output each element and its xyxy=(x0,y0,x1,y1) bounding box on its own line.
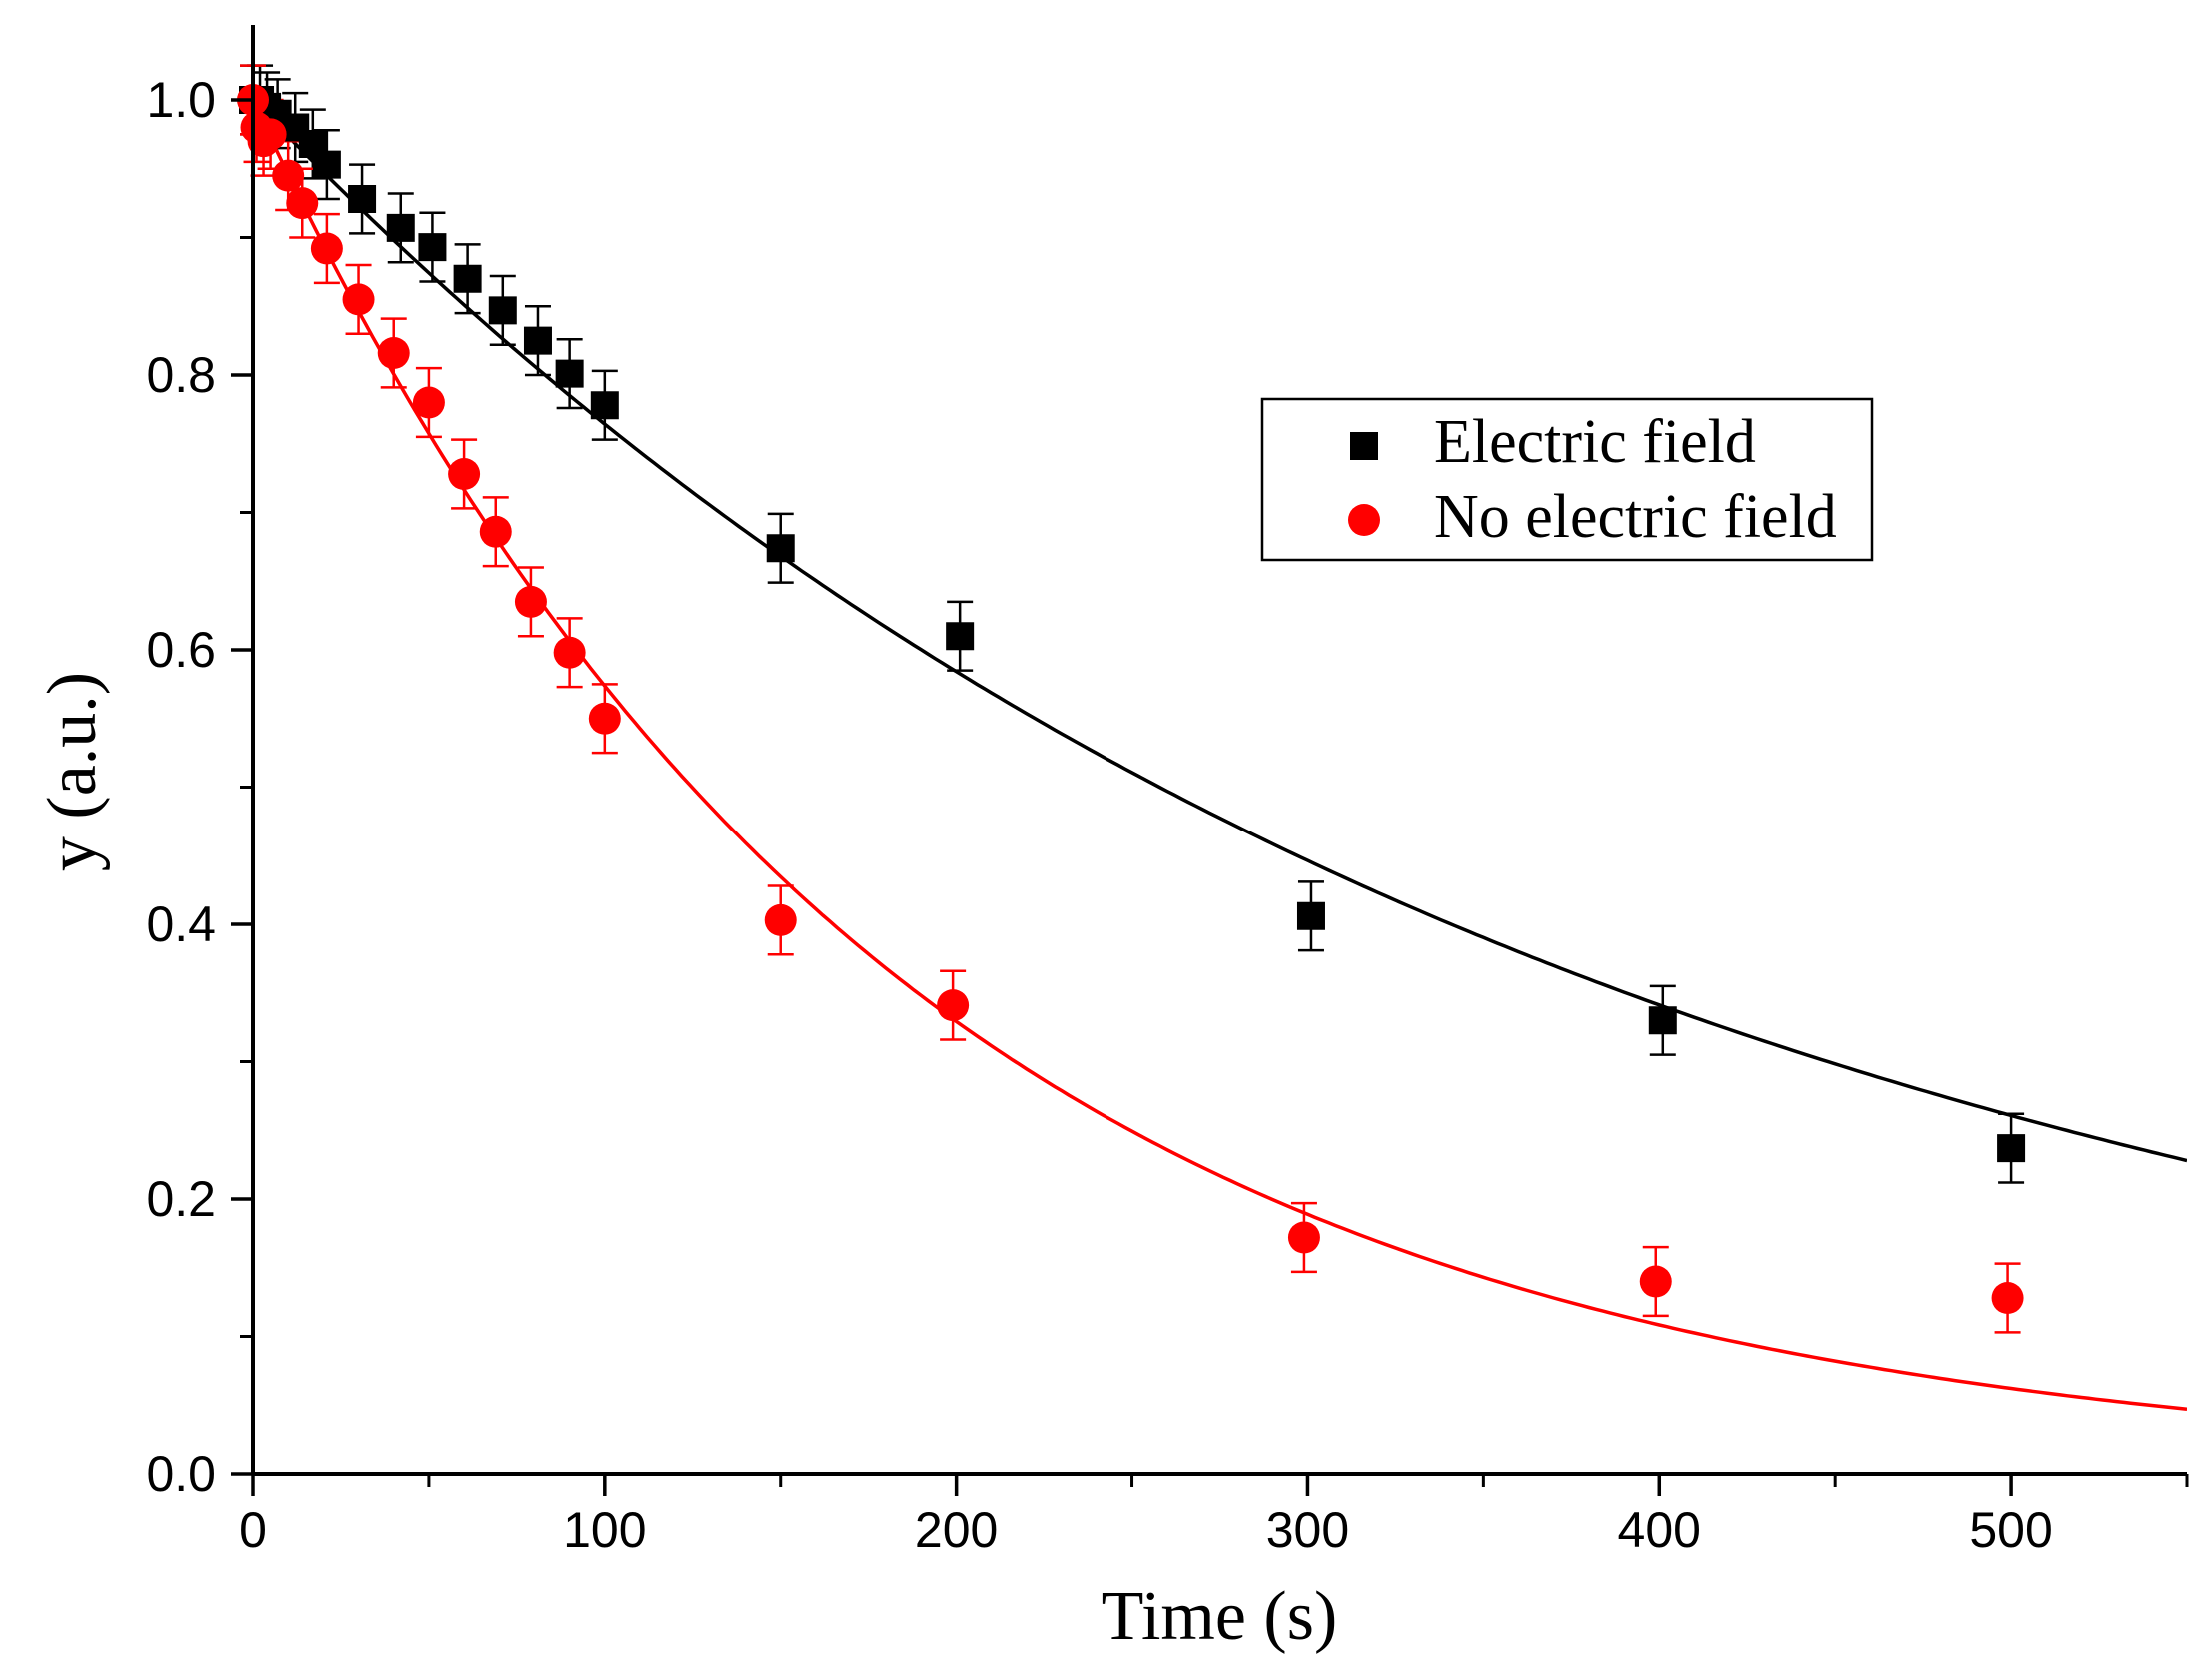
data-point-electric-field xyxy=(766,534,795,563)
data-point-no-electric-field xyxy=(553,636,586,669)
axes: 0 100 200 300 400 500 0.0 0.2 0.4 0.6 0.8 1.0 xyxy=(146,25,2189,1558)
y-tick-label: 0.0 xyxy=(146,1446,216,1502)
data-point-no-electric-field xyxy=(272,159,305,192)
data-point-no-electric-field xyxy=(412,386,445,419)
x-tick-label: 500 xyxy=(1969,1502,2052,1558)
legend-marker-no-electric-field xyxy=(1348,504,1380,536)
data-point-no-electric-field xyxy=(254,118,287,151)
y-tick-label: 1.0 xyxy=(146,72,216,128)
x-tick-label: 100 xyxy=(563,1502,646,1558)
fit-curve-electric-field xyxy=(253,98,2187,1163)
fit-curves xyxy=(253,98,2187,1411)
data-point-electric-field xyxy=(946,622,975,651)
legend-label-no-electric-field: No electric field xyxy=(1434,483,1837,551)
x-tick-label: 300 xyxy=(1266,1502,1349,1558)
data-point-no-electric-field xyxy=(1639,1265,1672,1298)
data-point-no-electric-field xyxy=(310,232,343,265)
y-tick-label: 0.2 xyxy=(146,1171,216,1227)
data-point-electric-field xyxy=(1997,1134,2026,1163)
y-axis-title: y (a.u.) xyxy=(34,672,111,871)
data-point-no-electric-field xyxy=(1287,1221,1320,1254)
data-point-no-electric-field xyxy=(448,458,481,490)
data-point-electric-field xyxy=(555,359,584,388)
data-point-no-electric-field xyxy=(937,989,970,1022)
data-point-no-electric-field xyxy=(342,283,375,316)
data-point-electric-field xyxy=(523,326,552,355)
data-point-electric-field xyxy=(312,150,341,179)
data-markers xyxy=(237,84,2026,1314)
data-point-no-electric-field xyxy=(286,187,319,220)
y-tick-label: 0.4 xyxy=(146,896,216,952)
x-axis-title: Time (s) xyxy=(1102,1578,1338,1655)
fit-curve-no-electric-field xyxy=(253,99,2187,1411)
data-point-no-electric-field xyxy=(514,585,547,618)
data-point-no-electric-field xyxy=(764,903,797,936)
data-point-no-electric-field xyxy=(479,515,512,548)
y-tick-label: 0.6 xyxy=(146,622,216,678)
data-point-no-electric-field xyxy=(1991,1282,2024,1314)
legend-label-electric-field: Electric field xyxy=(1434,408,1756,476)
data-point-electric-field xyxy=(590,391,619,420)
legend-marker-electric-field xyxy=(1350,432,1378,460)
data-point-electric-field xyxy=(386,213,415,242)
legend: Electric field No electric field xyxy=(1260,397,1874,562)
data-point-no-electric-field xyxy=(588,702,621,735)
y-tick-label: 0.8 xyxy=(146,347,216,403)
data-point-no-electric-field xyxy=(377,337,410,369)
data-point-electric-field xyxy=(348,185,377,213)
x-tick-label: 0 xyxy=(239,1502,267,1558)
x-tick-label: 400 xyxy=(1618,1502,1701,1558)
data-point-electric-field xyxy=(1648,1006,1677,1035)
data-point-electric-field xyxy=(488,296,517,325)
error-bars xyxy=(240,64,2025,1334)
x-tick-label: 200 xyxy=(915,1502,998,1558)
legend-box xyxy=(1260,397,1874,562)
data-point-electric-field xyxy=(418,233,447,262)
data-point-electric-field xyxy=(453,264,482,293)
data-point-electric-field xyxy=(1296,901,1325,930)
